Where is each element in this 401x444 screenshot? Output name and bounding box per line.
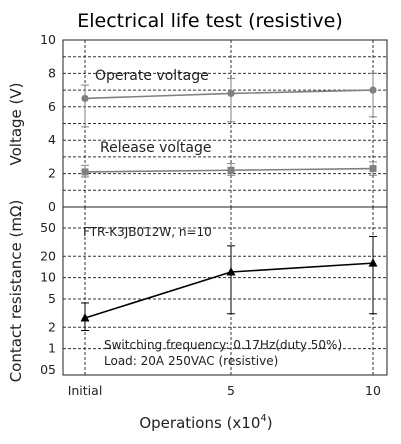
x-tick-label: Initial xyxy=(68,383,103,398)
switching-frequency-note: Switching frequency: 0.17Hz(duty 50%) xyxy=(104,338,342,352)
upper-y-tick-label: 6 xyxy=(48,99,56,114)
contact-resistance-point xyxy=(80,313,90,322)
x-axis-label-main: Operations (x10 xyxy=(139,414,260,432)
upper-y-tick-label: 10 xyxy=(40,32,56,47)
model-annotation: FTR-K3JB012W, n=10 xyxy=(83,225,212,239)
lower-y-tick-label: 5 xyxy=(48,291,56,306)
upper-y-tick-label: 2 xyxy=(48,166,56,181)
contact-resistance-point xyxy=(368,258,378,267)
lower-y-tick-label: 20 xyxy=(40,248,56,263)
lower-y-tick-label: 50 xyxy=(40,220,56,235)
x-tick-labels: Initial 5 10 xyxy=(68,383,381,398)
operate-voltage-label: Operate voltage xyxy=(95,68,209,84)
lower-y-tick-label: 2 xyxy=(48,319,56,334)
release-voltage-point xyxy=(81,168,89,176)
x-axis-label-exponent: 4 xyxy=(260,413,266,424)
x-axis-label: Operations (x104) xyxy=(139,413,272,432)
contact-resistance-point xyxy=(226,267,236,276)
upper-y-tick-label: 4 xyxy=(48,132,56,147)
operate-voltage-point xyxy=(81,94,89,103)
lower-plot-frame xyxy=(62,206,388,376)
lower-y-axis-label: Contact resistance (mΩ) xyxy=(7,200,25,383)
x-tick-label: 10 xyxy=(365,383,381,398)
lower-y-tick-label: 10 xyxy=(40,270,56,285)
operate-voltage-point xyxy=(227,89,235,98)
lower-series-layer xyxy=(80,235,378,332)
upper-series-layer xyxy=(81,72,377,178)
x-axis-label-close: ) xyxy=(267,414,273,432)
lower-y-tick-labels: 05 1 2 5 10 20 50 xyxy=(40,220,56,377)
lower-y-tick-label: 05 xyxy=(40,362,56,377)
upper-y-axis-label: Voltage (V) xyxy=(7,83,25,166)
release-voltage-label: Release voltage xyxy=(100,140,211,156)
chart-title: Electrical life test (resistive) xyxy=(77,10,343,32)
upper-y-tick-label: 0 xyxy=(48,199,56,214)
release-voltage-point xyxy=(369,165,377,173)
upper-gridlines xyxy=(63,40,387,207)
x-tick-label: 5 xyxy=(227,383,235,398)
lower-y-tick-label: 1 xyxy=(48,341,56,356)
lower-gridlines xyxy=(63,207,387,375)
operate-voltage-point xyxy=(369,86,377,94)
release-voltage-point xyxy=(227,166,235,174)
upper-y-tick-label: 8 xyxy=(48,65,56,80)
upper-y-tick-labels: 0 2 4 6 8 10 xyxy=(40,32,56,214)
load-note: Load: 20A 250VAC (resistive) xyxy=(104,354,278,368)
